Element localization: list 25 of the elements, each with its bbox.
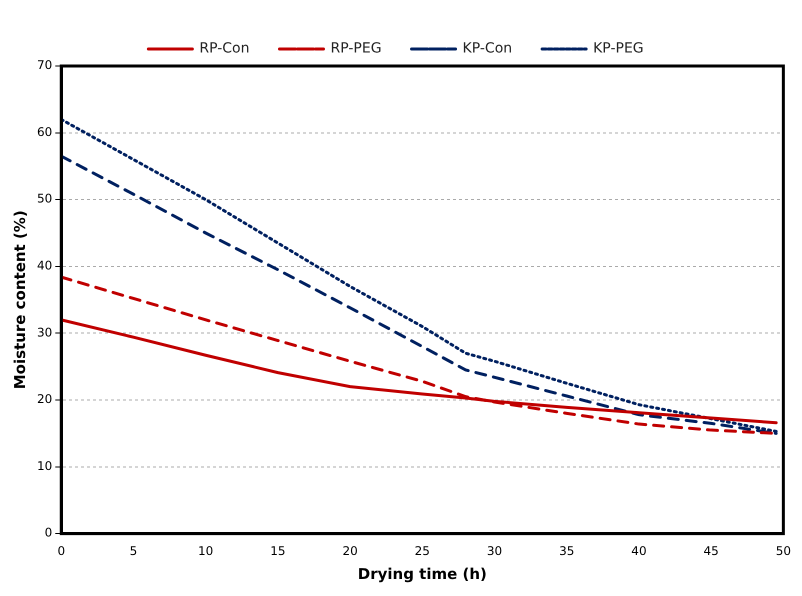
x-tick-label: 0 bbox=[57, 544, 66, 558]
x-tick-label: 10 bbox=[198, 544, 214, 558]
y-tick-label: 30 bbox=[36, 325, 52, 340]
y-tick-label: 0 bbox=[44, 526, 52, 540]
x-tick-label: 35 bbox=[559, 544, 574, 558]
legend-label: RP-PEG bbox=[330, 40, 382, 57]
y-tick-label: 60 bbox=[36, 124, 52, 139]
x-tick-label: 5 bbox=[130, 544, 138, 558]
y-tick-label: 40 bbox=[36, 258, 52, 273]
y-tick-label: 70 bbox=[36, 58, 52, 72]
legend-label: KP-PEG bbox=[593, 40, 644, 57]
legend-label: KP-Con bbox=[462, 40, 512, 57]
x-tick-label: 25 bbox=[414, 544, 430, 558]
x-tick-label: 50 bbox=[776, 544, 792, 558]
y-tick-label: 20 bbox=[36, 392, 52, 406]
x-axis-title: Drying time (h) bbox=[358, 564, 487, 583]
x-tick-label: 20 bbox=[342, 544, 358, 558]
x-tick-label: 30 bbox=[486, 544, 502, 558]
legend-label: RP-Con bbox=[199, 40, 250, 57]
x-tick-label: 45 bbox=[704, 544, 719, 558]
x-tick-label: 40 bbox=[631, 544, 647, 558]
y-axis-title: Moisture content (%) bbox=[10, 210, 29, 390]
y-tick-label: 50 bbox=[36, 192, 52, 206]
x-tick-label: 15 bbox=[270, 544, 286, 558]
y-tick-label: 10 bbox=[36, 458, 52, 473]
